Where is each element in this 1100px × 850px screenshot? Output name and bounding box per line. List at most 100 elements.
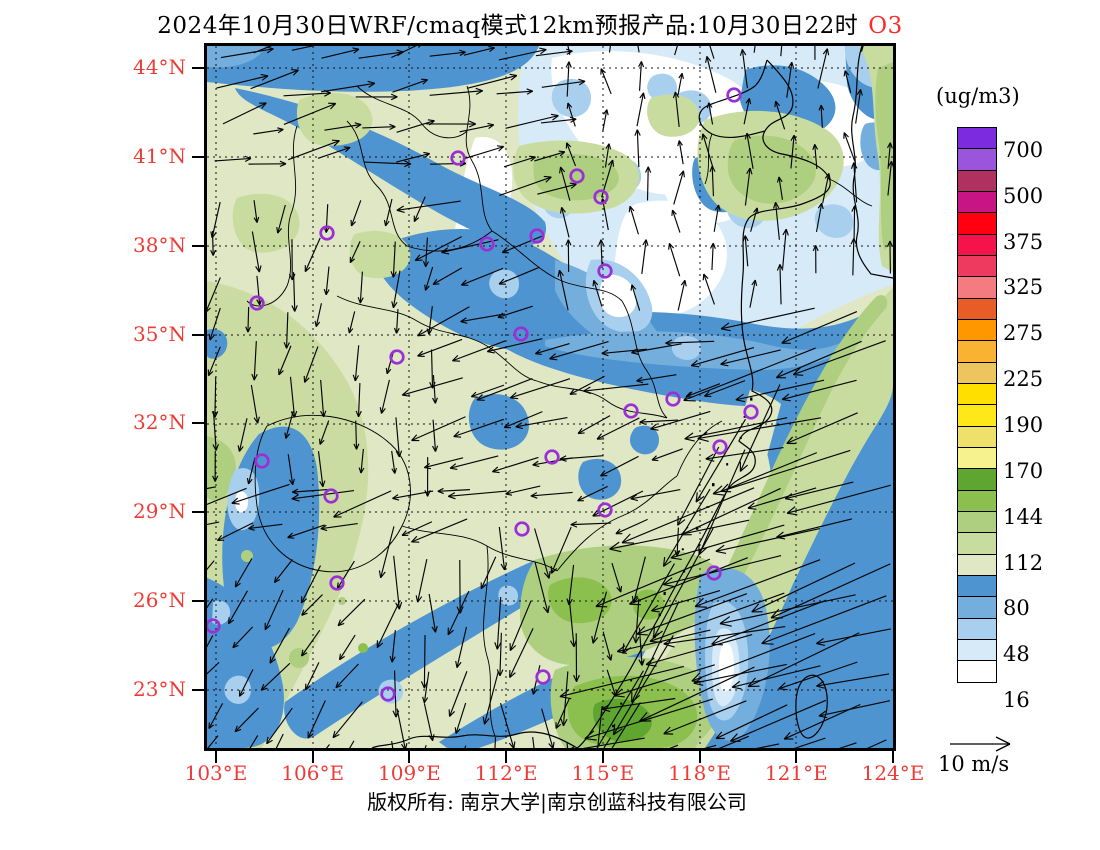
wind-arrow-segment: [820, 104, 825, 111]
wind-arrow-segment: [304, 377, 310, 383]
wind-arrow-segment: [401, 530, 407, 536]
wind-arrow-segment: [680, 279, 686, 286]
wind-arrow-segment: [411, 416, 466, 442]
wind-arrow-segment: [534, 561, 549, 613]
wind-arrow-segment: [304, 237, 321, 272]
colorbar-segment: [957, 148, 997, 172]
wind-arrow-segment: [703, 273, 715, 305]
wind-arrow-segment: [636, 374, 677, 382]
wind-arrow-segment: [304, 346, 319, 383]
wind-arrow-segment: [781, 311, 858, 344]
wind-arrow-segment: [793, 737, 826, 748]
wind-arrow-segment: [333, 140, 340, 147]
wind-arrow-segment: [378, 570, 382, 578]
wind-arrow-segment: [714, 204, 720, 211]
wind-arrow-segment: [212, 475, 216, 482]
wind-arrow-segment: [363, 161, 411, 165]
wind-arrow-segment: [747, 487, 817, 509]
wind-arrow-segment: [617, 650, 627, 654]
wind-arrow-segment: [532, 689, 538, 695]
wind-arrow-segment: [786, 62, 793, 98]
wind-arrow-segment: [391, 656, 396, 663]
wind-arrow-segment: [622, 643, 625, 654]
wind-arrow-segment: [571, 745, 576, 748]
wind-arrow-segment: [404, 160, 412, 165]
wind-arrow-segment: [396, 209, 405, 214]
colorbar-segment: [957, 382, 997, 406]
wind-arrow-segment: [515, 422, 523, 428]
wind-arrow-segment: [783, 731, 791, 740]
wind-arrow-segment: [336, 560, 355, 589]
lon-label: 121°E: [764, 761, 828, 785]
wind-arrow-segment: [650, 410, 711, 430]
wind-arrow-segment: [253, 373, 258, 381]
wind-arrow-segment: [550, 526, 572, 574]
city-marker: [389, 349, 405, 365]
forecast-map-svg: [207, 46, 893, 748]
wind-arrow-segment: [821, 202, 824, 210]
wind-arrow-segment: [234, 725, 238, 732]
wind-arrow-segment: [705, 446, 784, 460]
wind-arrow-segment: [505, 493, 513, 496]
wind-arrow-segment: [887, 142, 891, 169]
wind-arrow-segment: [287, 524, 325, 539]
wind-arrow-segment: [774, 202, 780, 240]
wind-arrow-segment: [392, 710, 397, 718]
wind-arrow-segment: [743, 98, 750, 125]
wind-arrow-segment: [238, 418, 248, 452]
wind-arrow-segment: [413, 196, 426, 222]
wind-arrow-segment: [320, 410, 325, 418]
wind-arrow-segment: [776, 340, 862, 379]
wind-arrow-segment: [816, 642, 826, 647]
wind-arrow-segment: [578, 78, 586, 82]
wind-arrow-segment: [277, 127, 284, 131]
wind-arrow-segment: [503, 156, 536, 168]
wind-arrow-segment: [337, 619, 341, 626]
wind-arrow-segment: [385, 198, 393, 227]
wind-arrow-segment: [392, 79, 428, 93]
wind-arrow-segment: [705, 453, 714, 460]
wind-arrow-segment: [754, 279, 758, 287]
wind-arrow-segment: [291, 305, 296, 312]
title-text: 2024年10月30日WRF/cmaq模式12km预报产品:10月30日22时: [157, 13, 859, 39]
wind-arrow-segment: [620, 585, 623, 593]
wind-arrow-segment: [441, 251, 450, 255]
wind-arrow-segment: [452, 340, 506, 362]
wind-arrow-segment: [251, 231, 260, 273]
colorbar-segment: [957, 190, 997, 214]
wind-arrow-segment: [640, 61, 645, 68]
wind-arrow-segment: [355, 443, 360, 450]
wind-arrow-segment: [413, 217, 420, 223]
wind-arrow-segment: [504, 563, 508, 571]
wind-arrow-segment: [748, 98, 752, 105]
wind-arrow-segment: [705, 458, 715, 462]
wind-arrow-segment: [260, 662, 291, 691]
wind-arrow-segment: [577, 415, 611, 435]
wind-arrow-segment: [639, 418, 646, 423]
wind-arrow-segment: [291, 488, 299, 493]
wind-arrow-segment: [720, 349, 781, 365]
wind-arrow-segment: [353, 443, 358, 450]
wind-arrow-segment: [555, 723, 562, 729]
wind-arrow-segment: [487, 338, 543, 353]
wind-arrow-segment: [735, 379, 825, 401]
wind-arrow-segment: [542, 606, 549, 614]
wind-arrow-segment: [434, 397, 438, 404]
wind-arrow-segment: [548, 743, 554, 748]
wind-arrow-segment: [547, 605, 550, 613]
wind-arrow-segment: [560, 166, 566, 173]
wind-arrow-segment: [595, 558, 711, 608]
wind-arrow-segment: [697, 431, 708, 440]
wind-arrow-segment: [706, 55, 712, 62]
city-marker: [544, 449, 560, 465]
wind-arrow-segment: [712, 493, 726, 496]
wind-arrow-segment: [735, 393, 744, 401]
colorbar-tick-label: 225: [1003, 367, 1044, 392]
wind-arrow-segment: [774, 101, 777, 108]
wind-arrow-segment: [391, 630, 396, 663]
wind-arrow-segment: [600, 239, 605, 246]
wind-arrow-segment: [791, 62, 795, 69]
wind-arrow-segment: [234, 558, 253, 588]
wind-arrow-segment: [684, 432, 694, 440]
wind-arrow-segment: [424, 266, 434, 291]
